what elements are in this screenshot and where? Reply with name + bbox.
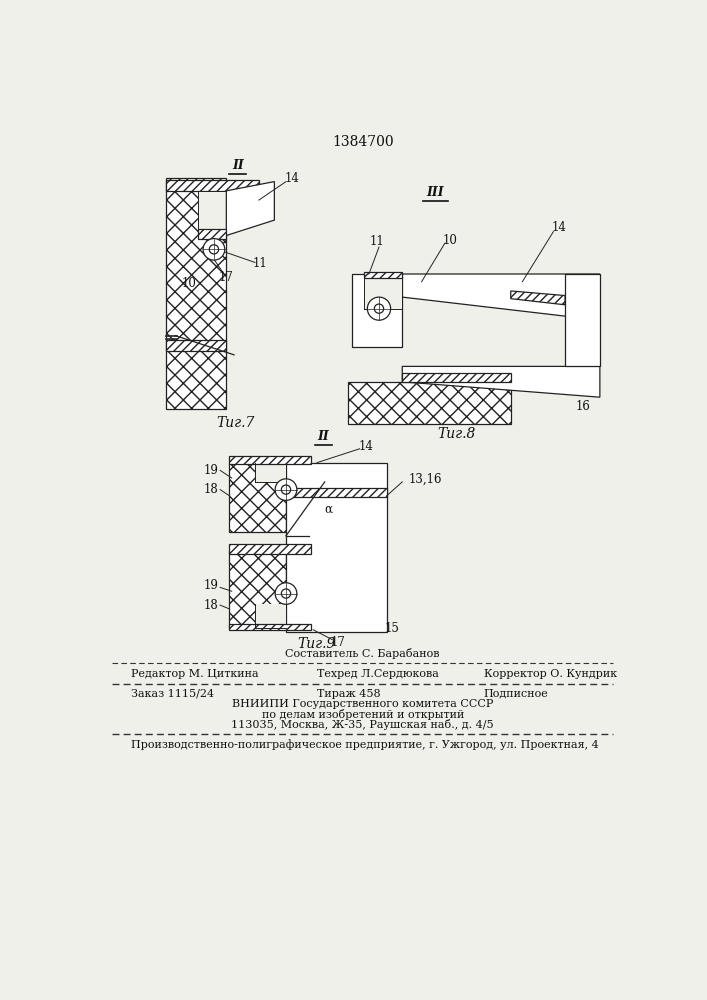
Text: Составитель С. Барабанов: Составитель С. Барабанов xyxy=(286,648,440,659)
Circle shape xyxy=(374,304,384,313)
Circle shape xyxy=(203,239,225,260)
Polygon shape xyxy=(352,274,402,347)
Text: Техред Л.Сердюкова: Техред Л.Сердюкова xyxy=(317,669,439,679)
Text: ВНИИПИ Государственного комитета СССР: ВНИИПИ Государственного комитета СССР xyxy=(232,699,493,709)
Text: 10: 10 xyxy=(182,277,197,290)
Text: 11: 11 xyxy=(369,235,384,248)
Text: 17: 17 xyxy=(330,636,345,649)
Text: 14: 14 xyxy=(358,440,373,453)
Text: Корректор О. Кундрик: Корректор О. Кундрик xyxy=(484,669,617,679)
Text: 19: 19 xyxy=(204,464,218,477)
Polygon shape xyxy=(510,291,565,305)
Text: 11: 11 xyxy=(253,257,268,270)
Text: 13,16: 13,16 xyxy=(409,472,442,485)
Text: Редактор М. Циткина: Редактор М. Циткина xyxy=(131,669,259,679)
Circle shape xyxy=(275,583,297,604)
Text: Заказ 1115/24: Заказ 1115/24 xyxy=(131,689,214,699)
Bar xyxy=(286,463,387,632)
Polygon shape xyxy=(402,373,510,382)
Polygon shape xyxy=(402,274,600,320)
Text: 14: 14 xyxy=(285,172,300,185)
Bar xyxy=(255,463,286,482)
Text: Подписное: Подписное xyxy=(484,689,549,699)
Text: 17: 17 xyxy=(219,271,234,284)
Text: 18: 18 xyxy=(204,599,218,612)
Text: 18: 18 xyxy=(204,483,218,496)
Bar xyxy=(166,180,259,191)
Bar xyxy=(199,192,226,232)
Text: Τиг.9: Τиг.9 xyxy=(298,637,337,651)
Bar xyxy=(255,604,286,628)
Bar xyxy=(286,488,387,497)
Text: Производственно-полиграфическое предприятие, г. Ужгород, ул. Проектная, 4: Производственно-полиграфическое предприя… xyxy=(131,739,599,750)
Text: 113035, Москва, Ж-35, Раушская наб., д. 4/5: 113035, Москва, Ж-35, Раушская наб., д. … xyxy=(231,719,494,730)
Bar xyxy=(230,544,311,554)
Polygon shape xyxy=(348,382,510,424)
Polygon shape xyxy=(565,274,600,366)
Bar xyxy=(199,229,226,239)
Bar xyxy=(166,340,226,351)
Text: II: II xyxy=(232,159,244,172)
Text: по делам изобретений и открытий: по делам изобретений и открытий xyxy=(262,709,464,720)
Bar xyxy=(230,456,311,464)
Text: 15: 15 xyxy=(385,622,399,635)
Bar xyxy=(363,274,402,309)
Text: II: II xyxy=(317,430,329,443)
Text: Τиг.8: Τиг.8 xyxy=(438,427,476,441)
Circle shape xyxy=(281,589,291,598)
Text: 19: 19 xyxy=(204,579,218,592)
Text: 10: 10 xyxy=(443,234,457,247)
Circle shape xyxy=(275,479,297,500)
Bar xyxy=(230,624,311,630)
Bar xyxy=(230,463,286,532)
Circle shape xyxy=(281,485,291,494)
Text: Τиг.7: Τиг.7 xyxy=(216,416,255,430)
Text: 16: 16 xyxy=(575,400,590,413)
Circle shape xyxy=(209,245,218,254)
Text: Тираж 458: Тираж 458 xyxy=(317,689,380,699)
Bar xyxy=(363,272,402,278)
Polygon shape xyxy=(226,182,274,235)
Text: 1384700: 1384700 xyxy=(332,135,394,149)
Bar xyxy=(166,178,226,409)
Circle shape xyxy=(368,297,391,320)
Bar xyxy=(230,551,286,628)
Text: 14: 14 xyxy=(551,221,566,234)
Text: III: III xyxy=(427,186,445,199)
Text: α: α xyxy=(325,502,332,515)
Polygon shape xyxy=(402,366,600,397)
